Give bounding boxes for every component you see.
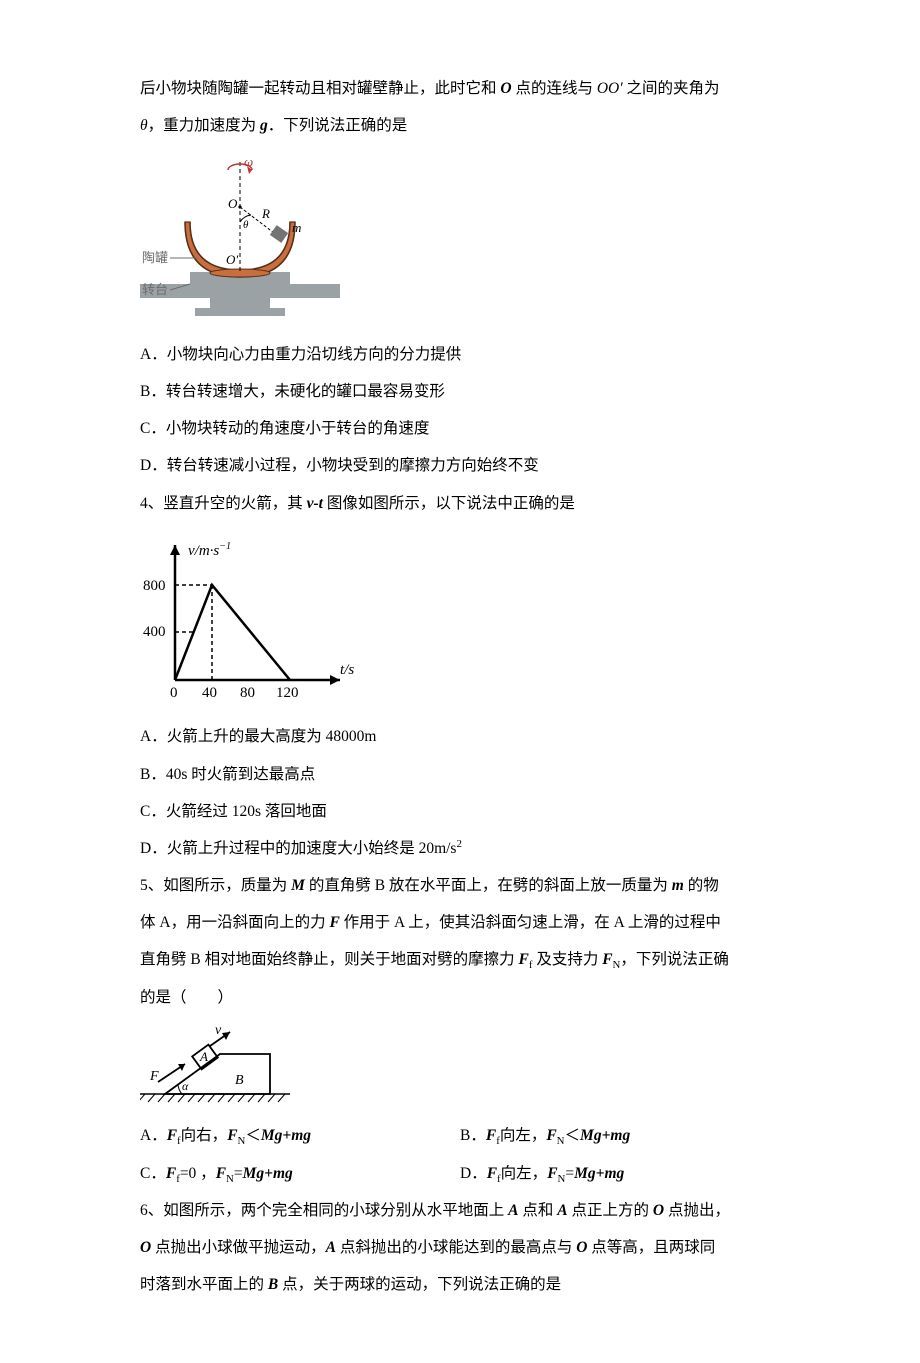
q5-option-D: D．Ff向左，FN=Mg+mg [460,1155,780,1192]
ytick-400: 400 [143,624,166,640]
figure-bowl: ω O O′ R θ m 陶罐 转台 [140,152,780,326]
figure-vt-graph: v/m·s−1 t/s 400 800 0 40 80 120 [140,530,780,709]
var-FN: F [602,951,612,968]
q4-option-A: A．火箭上升的最大高度为 48000m [140,718,780,755]
label-R: R [261,206,270,221]
label-m: m [292,220,301,235]
var-m: m [672,877,684,894]
q5-option-B: B．Ff向左，FN＜Mg+mg [460,1117,780,1154]
text: 的直角劈 B 放在水平面上，在劈的斜面上放一质量为 [305,877,672,894]
xtick-80: 80 [240,685,255,701]
text: ，重力加速度为 [148,117,260,134]
q6-stem1: 6、如图所示，两个完全相同的小球分别从水平地面上 A 点和 A 点正上方的 O … [140,1192,780,1229]
q5-options-row1: A．Ff向右，FN＜Mg+mg B．Ff向左，FN＜Mg+mg [140,1117,780,1154]
text: D．火箭上升过程中的加速度大小始终是 20m/s [140,840,456,857]
label-zhuantai: 转台 [142,282,168,297]
var-vt: v-t [307,495,323,512]
text: ．下列说法正确的是 [268,117,408,134]
figure-wedge: B A F v α [140,1024,780,1108]
exam-page: 后小物块随陶罐一起转动且相对罐壁静止，此时它和 O 点的连线与 OO′ 之间的夹… [0,0,920,1363]
var-M: M [291,877,305,894]
label-Oprime: O′ [226,252,238,267]
text: 直角劈 B 相对地面始终静止，则关于地面对劈的摩擦力 [140,951,518,968]
label-v: v [215,1024,222,1038]
q5-stem1: 5、如图所示，质量为 M 的直角劈 B 放在水平面上，在劈的斜面上放一质量为 m… [140,867,780,904]
text: 5、如图所示，质量为 [140,877,291,894]
var-F: F [329,914,339,931]
label-A: A [199,1049,208,1064]
q3-option-D: D．转台转速减小过程，小物块受到的摩擦力方向始终不变 [140,447,780,484]
var-Ff: F [518,951,528,968]
label-omega: ω [244,154,253,169]
q5-stem2: 体 A，用一沿斜面向上的力 F 作用于 A 上，使其沿斜面匀速上滑，在 A 上滑… [140,904,780,941]
intro-line2: θ，重力加速度为 g．下列说法正确的是 [140,107,780,144]
label-alpha: α [182,1079,189,1093]
q3-option-A: A．小物块向心力由重力沿切线方向的分力提供 [140,336,780,373]
q5-stem4: 的是（ ） [140,979,780,1016]
q5-option-A: A．Ff向右，FN＜Mg+mg [140,1117,460,1154]
var-O: O [500,80,511,97]
label-B: B [235,1073,244,1088]
var-OO: OO′ [597,80,623,97]
xlabel: t/s [340,662,354,678]
q4-option-C: C．火箭经过 120s 落回地面 [140,793,780,830]
text: 的物 [684,877,719,894]
text: 4、竖直升空的火箭，其 [140,495,307,512]
text: 及支持力 [532,951,602,968]
text: 图像如图所示，以下说法中正确的是 [323,495,575,512]
label-theta: θ [243,219,249,231]
q4-option-B: B．40s 时火箭到达最高点 [140,756,780,793]
xtick-40: 40 [202,685,217,701]
q6-stem3: 时落到水平面上的 B 点，关于两球的运动，下列说法正确的是 [140,1266,780,1303]
q3-option-C: C．小物块转动的角速度小于转台的角速度 [140,410,780,447]
q3-option-B: B．转台转速增大，未硬化的罐口最容易变形 [140,373,780,410]
q6-stem2: O 点抛出小球做平抛运动，A 点斜抛出的小球能达到的最高点与 O 点等高，且两球… [140,1229,780,1266]
var-theta: θ [140,117,148,134]
q5-option-C: C．Ff=0 ，FN=Mg+mg [140,1155,460,1192]
text: ，下列说法正确 [620,951,729,968]
sup-2: 2 [456,838,461,850]
q5-stem3: 直角劈 B 相对地面始终静止，则关于地面对劈的摩擦力 Ff 及支持力 FN，下列… [140,941,780,978]
ylabel: v/m·s−1 [188,541,231,559]
xtick-0: 0 [170,685,178,701]
label-F: F [149,1069,159,1084]
text: 体 A，用一沿斜面向上的力 [140,914,329,931]
var-g: g [260,117,268,134]
label-O: O [228,196,238,211]
label-taoguan: 陶罐 [142,250,168,265]
text: 之间的夹角为 [623,80,720,97]
text: 作用于 A 上，使其沿斜面匀速上滑，在 A 上滑的过程中 [340,914,721,931]
text: 后小物块随陶罐一起转动且相对罐壁静止，此时它和 [140,80,500,97]
intro-line1: 后小物块随陶罐一起转动且相对罐壁静止，此时它和 O 点的连线与 OO′ 之间的夹… [140,70,780,107]
q4-option-D: D．火箭上升过程中的加速度大小始终是 20m/s2 [140,830,780,867]
ytick-800: 800 [143,578,166,594]
q5-options-row2: C．Ff=0 ，FN=Mg+mg D．Ff向左，FN=Mg+mg [140,1155,780,1192]
xtick-120: 120 [276,685,299,701]
text: 点的连线与 [512,80,597,97]
q4-stem: 4、竖直升空的火箭，其 v-t 图像如图所示，以下说法中正确的是 [140,485,780,522]
